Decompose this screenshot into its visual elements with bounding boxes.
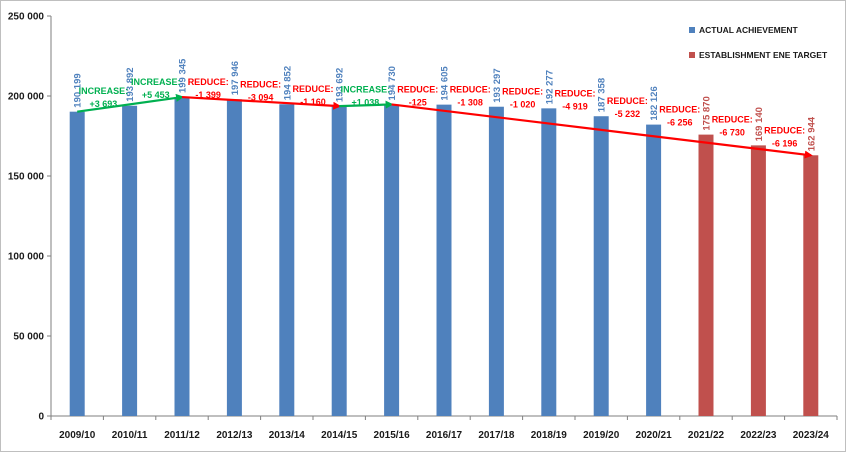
bar (698, 134, 714, 416)
bar (646, 124, 662, 417)
x-tick-label: 2014/15 (321, 430, 358, 441)
bar (750, 145, 766, 416)
x-tick-label: 2009/10 (59, 430, 96, 441)
legend: ACTUAL ACHIEVEMENT ESTABLISHMENT ENE TARG… (689, 25, 828, 60)
change-annotation-value: -1 399 (195, 90, 221, 100)
change-annotation-label: REDUCE: (659, 105, 700, 115)
bar-value-label: 197 946 (230, 61, 241, 95)
bar-value-label: 182 126 (649, 86, 660, 120)
y-tick-label: 250 000 (8, 12, 45, 23)
change-annotation-label: REDUCE: (607, 96, 648, 106)
bar (541, 108, 557, 416)
bar-value-label: 193 892 (125, 67, 136, 101)
legend-label: ACTUAL ACHIEVEMENT (699, 25, 799, 35)
bar-value-label: 194 605 (440, 66, 451, 101)
change-annotation-value: -1 160 (300, 97, 326, 107)
legend-swatch (689, 52, 695, 58)
change-annotation-label: REDUCE: (188, 77, 229, 87)
x-tick-label: 2019/20 (583, 430, 620, 441)
change-annotations: INCREASE: +3 693 INCREASE: +5 453 REDUCE: -1 … (79, 77, 805, 148)
trend-line (339, 100, 394, 109)
trend-line (181, 95, 342, 110)
bar-value-label: 162 944 (806, 116, 817, 151)
bar-value-label: 187 358 (597, 78, 608, 112)
bar-value-label: 193 297 (492, 68, 503, 102)
value-labels: 190 199 193 892 199 345 197 946 194 852 193 6… (73, 58, 818, 151)
x-tick-label: 2020/21 (636, 430, 673, 441)
x-tick-label: 2011/12 (164, 430, 200, 441)
y-axis: 0 50 000 100 000 150 000 200 000 250 000 (8, 12, 52, 423)
bar-value-label: 194 730 (387, 66, 398, 100)
x-axis: 2009/10 2010/11 2011/12 2012/13 2013/14 2014/… (50, 415, 838, 441)
change-annotation-label: REDUCE: (502, 87, 543, 97)
change-annotation-value: -125 (409, 97, 427, 107)
x-tick-label: 2013/14 (269, 430, 306, 441)
change-annotation-label: REDUCE: (240, 79, 281, 89)
x-tick-label: 2016/17 (426, 430, 463, 441)
change-annotation-label: REDUCE: (292, 84, 333, 94)
change-annotation-value: +3 693 (90, 99, 118, 109)
change-annotation-value: -1 308 (457, 98, 483, 108)
change-annotation-value: -1 020 (510, 100, 536, 110)
bar (122, 105, 138, 416)
bar-value-label: 169 140 (754, 107, 765, 141)
bar-value-label: 175 870 (702, 96, 713, 130)
change-annotation-value: -3 094 (248, 92, 274, 102)
bar-value-label: 199 345 (178, 58, 189, 93)
change-annotation-value: -6 730 (719, 128, 745, 138)
bars (69, 97, 819, 417)
x-tick-label: 2017/18 (478, 430, 515, 441)
bar (488, 106, 504, 417)
change-annotation-label: REDUCE: (554, 88, 595, 98)
change-annotation-label: INCREASE: (341, 84, 391, 94)
change-annotation-label: INCREASE: (79, 86, 129, 96)
legend-swatch (689, 27, 695, 33)
bar (279, 104, 295, 416)
y-tick-label: 50 000 (13, 332, 44, 343)
y-tick-label: 150 000 (8, 172, 45, 183)
change-annotation-value: +1 038 (352, 97, 380, 107)
legend-label: ESTABLISHMENT ENE TARGET (699, 50, 828, 60)
bar-value-label: 190 199 (73, 73, 84, 107)
change-annotation-label: REDUCE: (712, 115, 753, 125)
bar (174, 97, 190, 416)
x-tick-label: 2023/24 (793, 430, 830, 441)
change-annotation-value: -6 256 (667, 118, 693, 128)
x-tick-label: 2010/11 (112, 430, 148, 441)
x-tick-label: 2018/19 (531, 430, 568, 441)
change-annotation-value: -5 232 (615, 109, 641, 119)
trend-line (77, 93, 184, 113)
trend-line (391, 103, 813, 159)
bar-value-label: 192 277 (544, 70, 555, 104)
x-tick-label: 2015/16 (374, 430, 411, 441)
change-annotation-value: +5 453 (142, 90, 170, 100)
change-annotation-value: -4 919 (562, 101, 588, 111)
bar (803, 155, 819, 416)
change-annotation-label: INCREASE: (131, 77, 181, 87)
x-tick-label: 2022/23 (740, 430, 777, 441)
bar (384, 104, 400, 416)
bar-value-label: 193 692 (335, 68, 346, 102)
change-annotation-value: -6 196 (772, 138, 798, 148)
y-tick-label: 0 (38, 412, 44, 423)
bar (593, 116, 609, 416)
y-tick-label: 200 000 (8, 92, 45, 103)
x-tick-label: 2012/13 (216, 430, 253, 441)
change-annotation-label: REDUCE: (397, 84, 438, 94)
bar-value-label: 194 852 (282, 66, 293, 100)
bar (436, 104, 452, 416)
y-tick-label: 100 000 (8, 252, 45, 263)
bar (226, 99, 242, 416)
trend-lines (77, 93, 813, 159)
bar (331, 106, 347, 416)
bar (69, 111, 85, 416)
x-tick-label: 2021/22 (688, 430, 725, 441)
change-annotation-label: REDUCE: (450, 85, 491, 95)
change-annotation-label: REDUCE: (764, 125, 805, 135)
